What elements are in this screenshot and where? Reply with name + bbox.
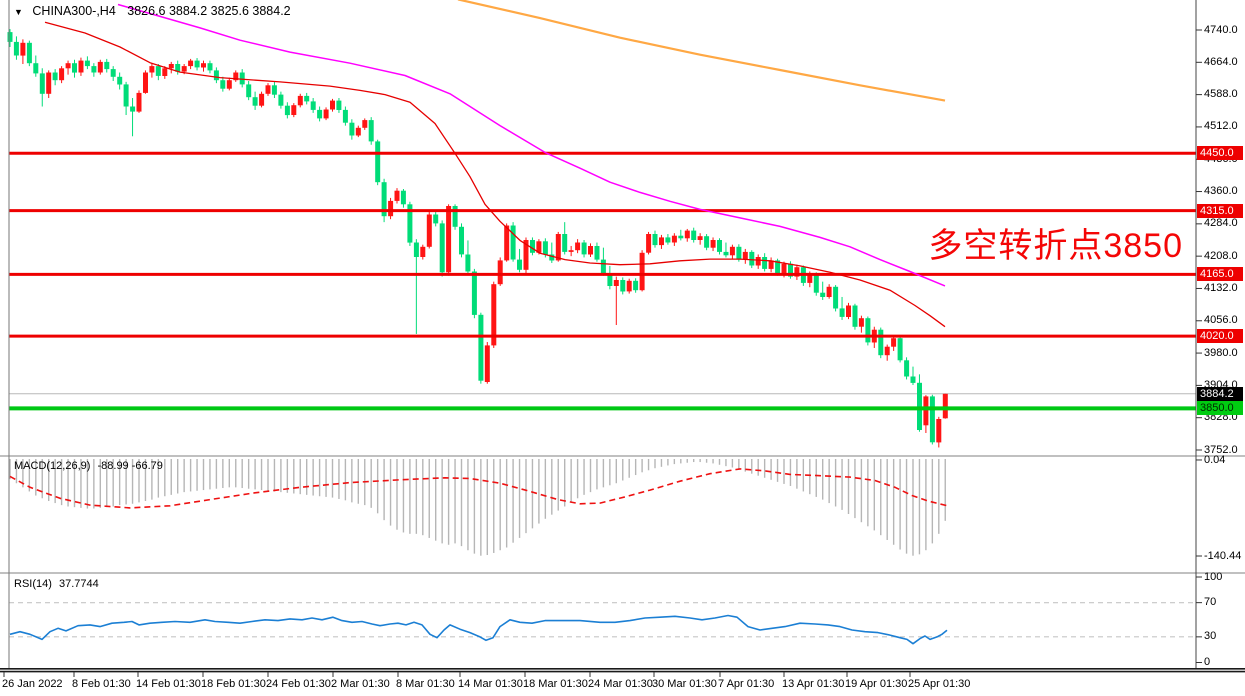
rsi-value: 37.7744 xyxy=(58,578,99,590)
date-axis-label: 2 Mar 01:30 xyxy=(331,678,390,690)
rsi-indicator-label: RSI(14) 37.7744 xyxy=(14,578,99,590)
symbol-timeframe: CHINA300-,H4 xyxy=(32,4,116,18)
rsi-line xyxy=(9,614,948,645)
date-axis-label: 24 Mar 01:30 xyxy=(588,678,653,690)
price-axis-label: 3980.0 xyxy=(1204,346,1238,359)
ohlc-readout: 3826.6 3884.2 3825.6 3884.2 xyxy=(127,4,291,18)
date-axis-label: 18 Mar 01:30 xyxy=(523,678,588,690)
date-axis-label: 30 Mar 01:30 xyxy=(652,678,717,690)
chart-title: ▼ CHINA300-,H4 3826.6 3884.2 3825.6 3884… xyxy=(14,4,291,18)
price-axis-label: 4284.0 xyxy=(1204,217,1238,230)
date-axis-label: 25 Apr 01:30 xyxy=(908,678,971,690)
price-axis-label: 4588.0 xyxy=(1204,88,1238,101)
price-axis-label: 4512.0 xyxy=(1204,120,1238,133)
price-axis-label: 4740.0 xyxy=(1204,23,1238,36)
price-level-badge: 3850.0 xyxy=(1197,401,1243,416)
price-axis-label: 4056.0 xyxy=(1204,314,1238,327)
date-axis-label: 7 Apr 01:30 xyxy=(718,678,775,690)
price-axis-label: 4360.0 xyxy=(1204,185,1238,197)
annotation-text: 多空转折点3850 xyxy=(928,227,1183,265)
date-axis-label: 24 Feb 01:30 xyxy=(266,678,331,690)
price-level-badge: 4315.0 xyxy=(1197,203,1243,218)
ma-slow-magenta xyxy=(117,3,946,287)
macd-name: MACD(12,26,9) xyxy=(14,460,91,472)
date-axis-label: 19 Apr 01:30 xyxy=(845,678,908,690)
macd-indicator-label: MACD(12,26,9) -88.99 -66.79 xyxy=(14,460,163,472)
price-axis-label: 4132.0 xyxy=(1204,282,1238,294)
date-axis-label: 13 Apr 01:30 xyxy=(782,678,845,690)
rsi-name: RSI(14) xyxy=(14,578,52,590)
trendline-orange xyxy=(457,0,946,102)
candles xyxy=(7,29,948,448)
price-axis-label: 4208.0 xyxy=(1204,249,1238,262)
price-axis-label: 4664.0 xyxy=(1204,55,1238,68)
date-axis-label: 14 Mar 01:30 xyxy=(458,678,523,690)
rsi-axis-label: 0 xyxy=(1204,656,1211,668)
date-axis-label: 8 Feb 01:30 xyxy=(72,678,131,690)
price-level-badge: 4165.0 xyxy=(1197,267,1243,282)
price-level-badge: 4020.0 xyxy=(1197,329,1243,344)
macd-axis-label: 0.04 xyxy=(1204,453,1226,466)
price-axis-label: 3752.0 xyxy=(1204,443,1238,456)
date-axis-label: 14 Feb 01:30 xyxy=(136,678,201,690)
macd-histogram xyxy=(9,459,946,556)
rsi-axis-label: 70 xyxy=(1204,596,1217,609)
macd-values: -88.99 -66.79 xyxy=(97,460,163,472)
macd-signal-line xyxy=(9,468,948,509)
date-axis-label: 26 Jan 2022 xyxy=(2,678,63,690)
macd-axis-label: -140.44 xyxy=(1204,549,1242,562)
rsi-axis-label: 100 xyxy=(1204,570,1223,583)
ma-fast-red xyxy=(44,21,946,328)
date-axis-label: 8 Mar 01:30 xyxy=(396,678,455,690)
price-level-badge: 4450.0 xyxy=(1197,146,1243,161)
symbol-dropdown-icon[interactable]: ▼ xyxy=(14,7,23,17)
date-axis-label: 18 Feb 01:30 xyxy=(201,678,266,690)
rsi-axis-label: 30 xyxy=(1204,630,1217,643)
current-price-badge: 3884.2 xyxy=(1197,386,1243,401)
